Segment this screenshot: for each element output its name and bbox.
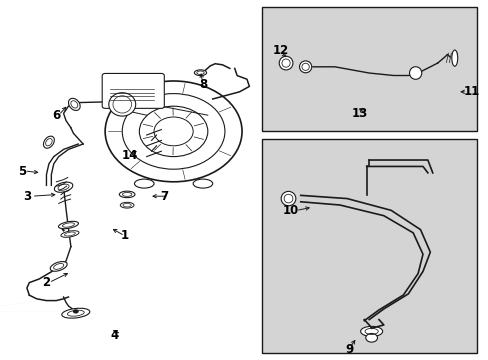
Text: 6: 6 [52,109,60,122]
Ellipse shape [68,98,80,111]
Text: 13: 13 [350,107,367,120]
Text: 14: 14 [121,149,138,162]
Ellipse shape [281,192,295,206]
Text: 2: 2 [42,276,50,289]
Ellipse shape [61,308,90,318]
Ellipse shape [61,231,79,237]
Text: 12: 12 [272,44,289,57]
Ellipse shape [54,182,73,192]
Ellipse shape [59,221,78,229]
Bar [261,139,476,353]
Text: 9: 9 [345,343,353,356]
Text: 7: 7 [160,190,167,203]
Ellipse shape [193,179,212,188]
Ellipse shape [108,93,136,116]
FancyBboxPatch shape [102,73,164,108]
Text: 4: 4 [111,329,119,342]
Ellipse shape [120,202,134,208]
Ellipse shape [43,136,54,148]
Ellipse shape [409,67,421,79]
Ellipse shape [451,50,457,66]
Text: 8: 8 [199,78,206,91]
Ellipse shape [50,262,67,271]
Ellipse shape [360,326,382,336]
Circle shape [73,309,79,314]
Ellipse shape [299,61,311,73]
Ellipse shape [279,56,292,70]
Ellipse shape [194,70,206,76]
Bar [261,7,476,131]
Ellipse shape [119,191,135,198]
Circle shape [365,333,377,342]
Text: 11: 11 [463,85,479,98]
Text: 1: 1 [121,229,128,242]
Text: 3: 3 [23,190,31,203]
Ellipse shape [134,179,154,188]
Text: 5: 5 [18,165,26,177]
Text: 10: 10 [282,204,299,217]
